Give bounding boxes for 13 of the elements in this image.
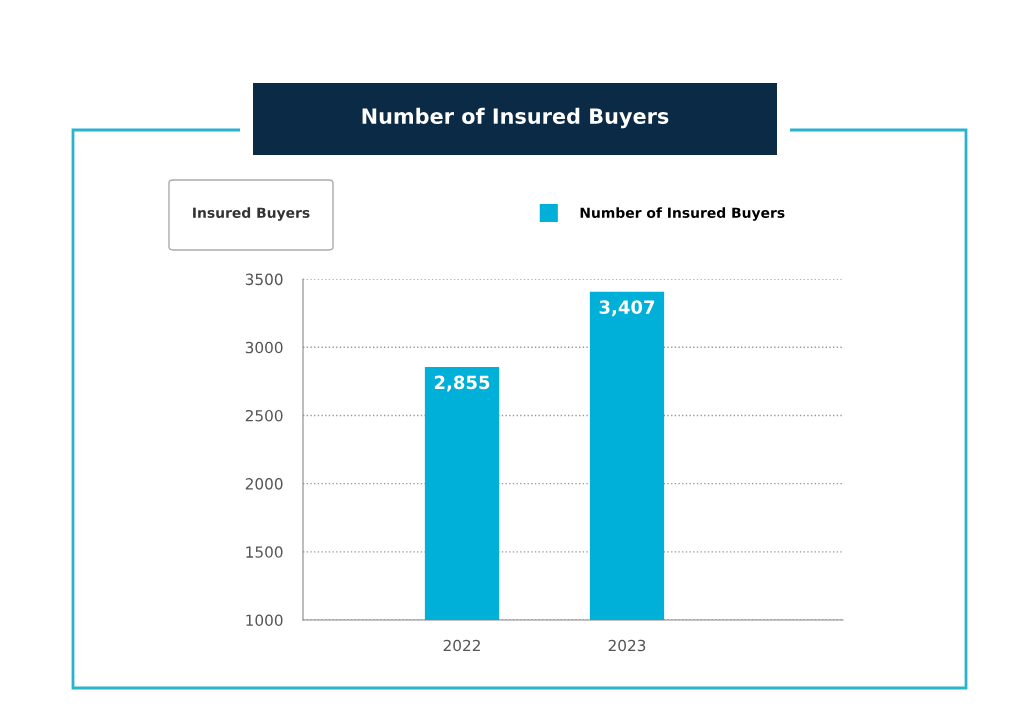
text: 2,855 [434,375,490,392]
y-axis-title: Insured Buyers [193,207,310,221]
x-tick-label: 2022 [443,639,480,652]
y-tick-label: 2500 [245,409,283,422]
y-tick-label: 1500 [246,546,283,558]
y-tick-label: 3500 [245,273,283,286]
chart-title: Number of Insured Buyers [362,107,669,129]
text: 3,407 [599,300,655,317]
x-tick-label: 2023 [608,639,646,652]
y-tick-label: 1000 [246,614,283,627]
legend-label: Number of Insured Buyers [580,207,785,221]
y-tick-label: 2000 [245,478,283,490]
y-tick-label: 3000 [245,341,283,354]
